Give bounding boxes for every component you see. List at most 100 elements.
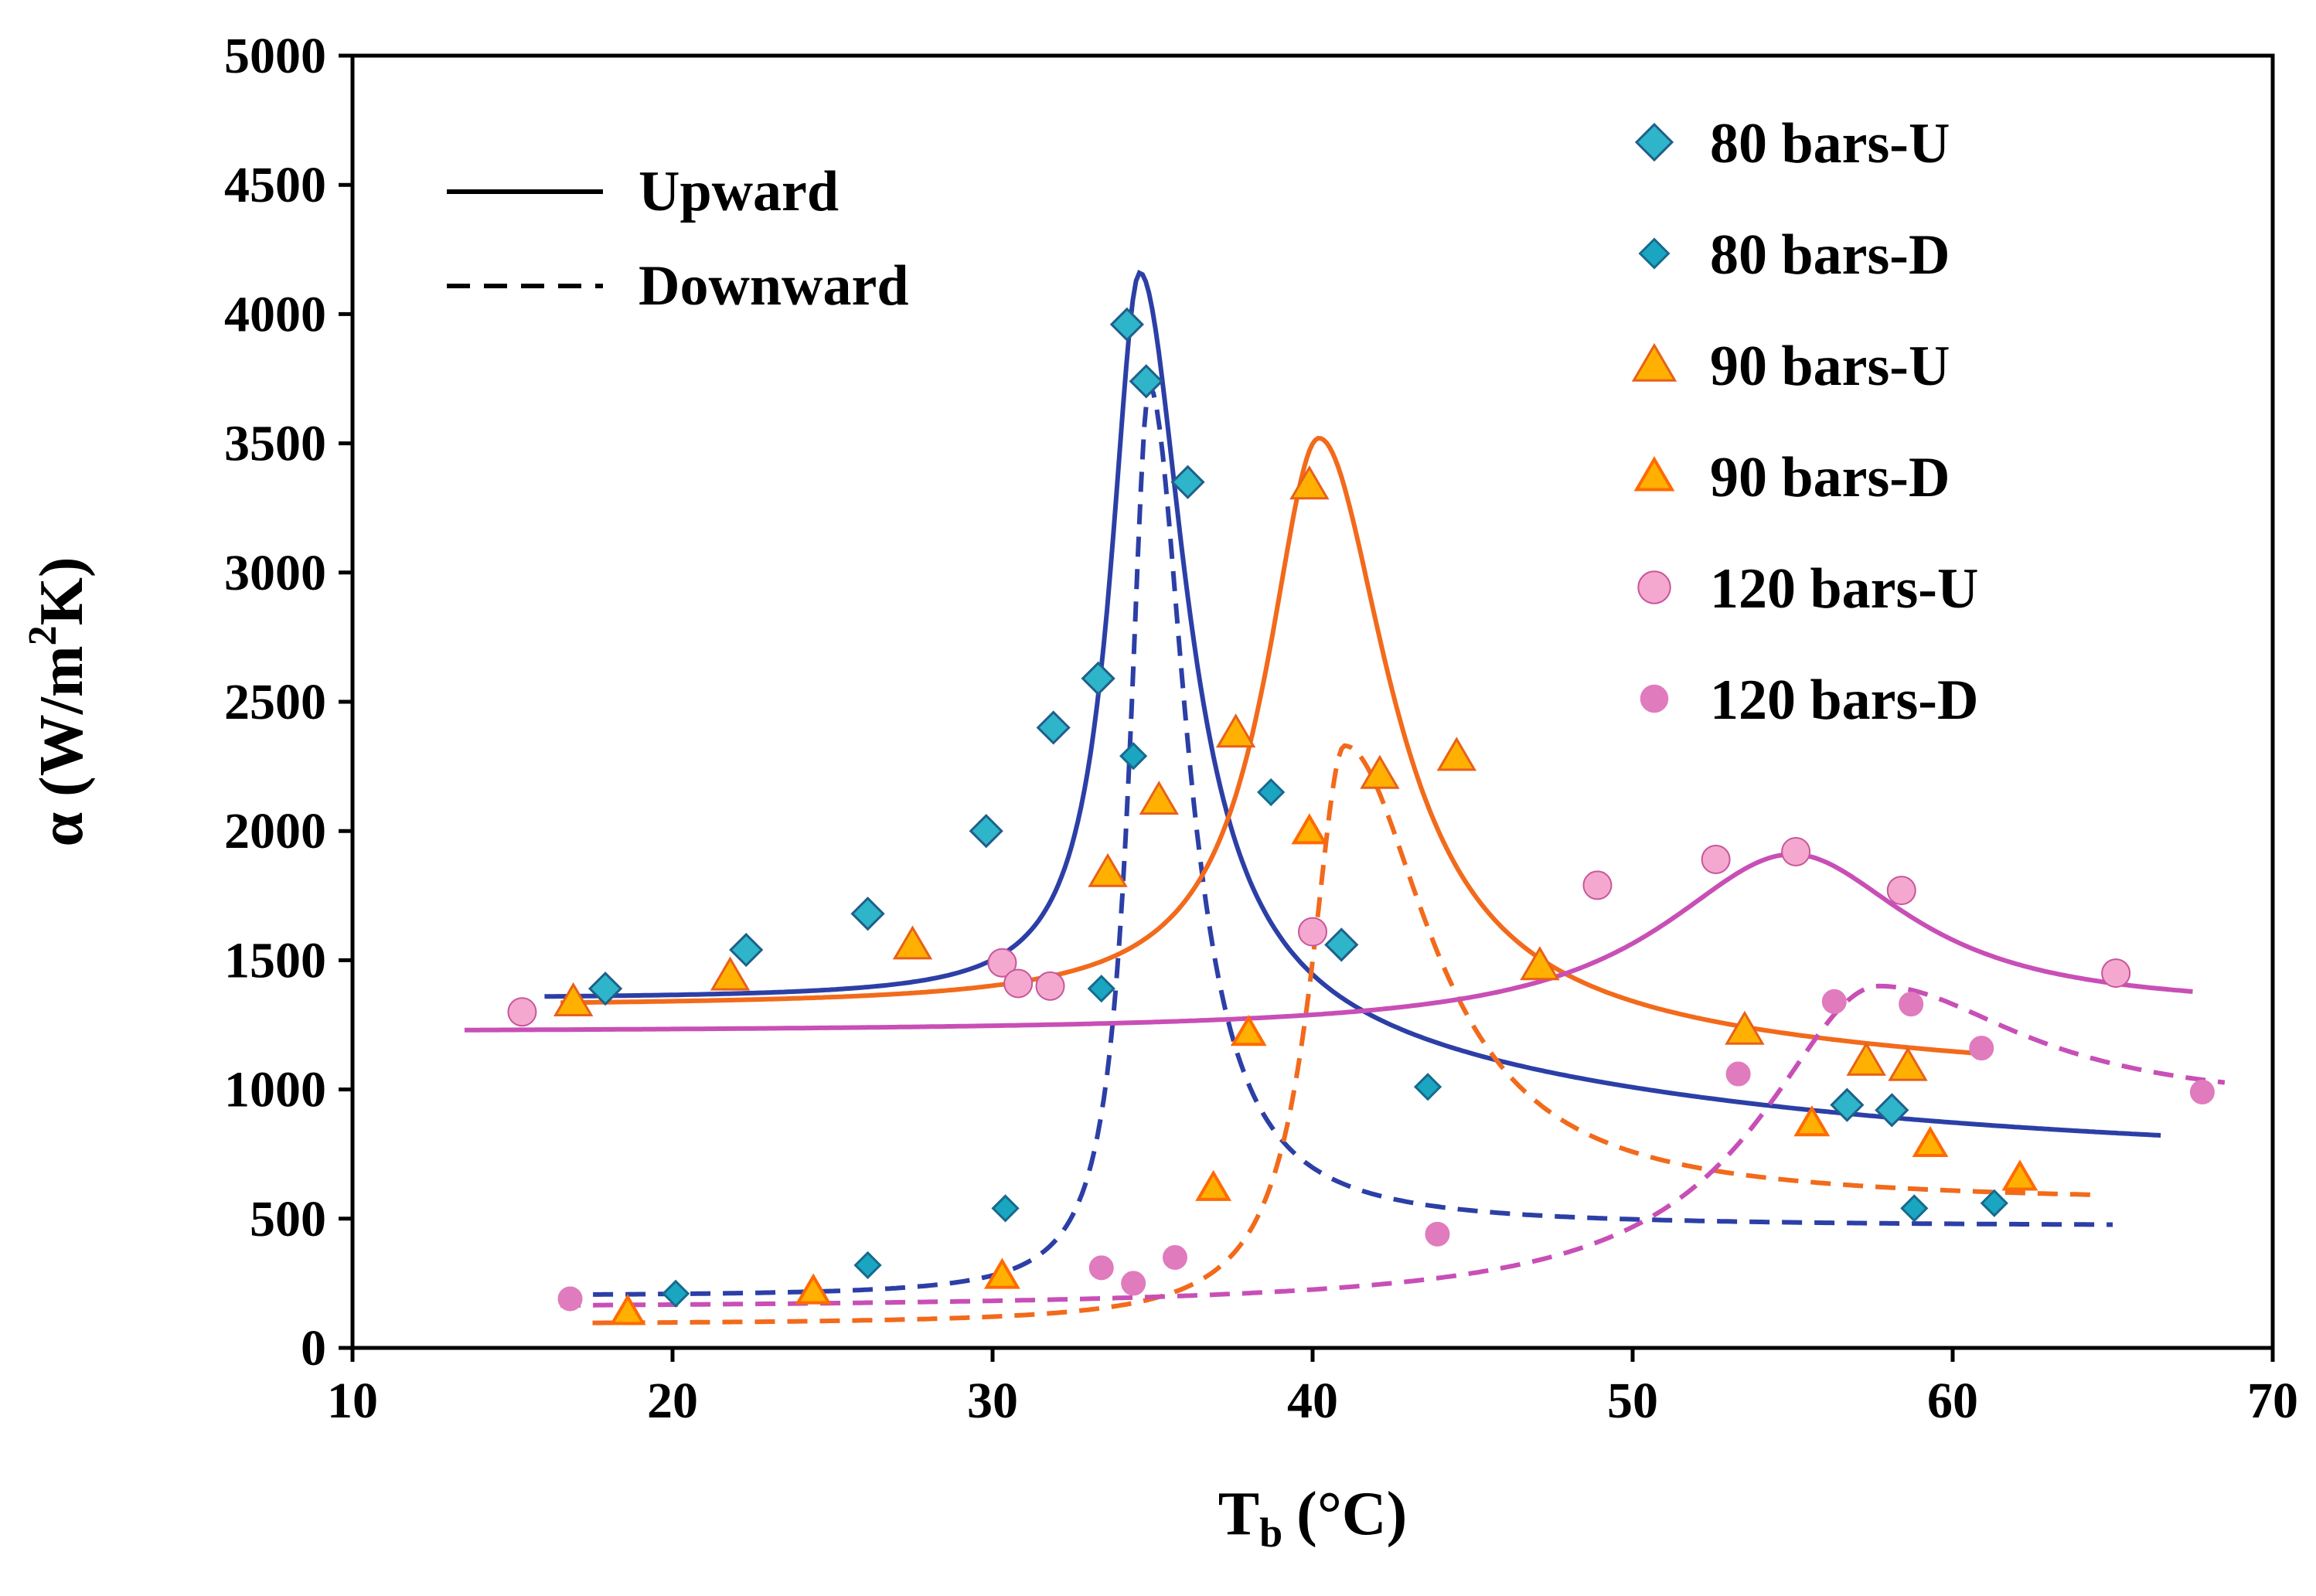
- y-tick-label: 3000: [224, 545, 326, 601]
- series-80-bars-U: [588, 307, 1909, 1128]
- axis-ticks-layer: 10 20 30 40 50 60 70 0 500 1000 1500 2000 2500 3000 35…: [224, 28, 2298, 1429]
- legend-label: 80 bars-U: [1710, 112, 1950, 175]
- data-point: [1821, 989, 1847, 1014]
- legend-marker: [1631, 342, 1677, 382]
- data-point: [1912, 1125, 1949, 1158]
- legend-label-solid: Upward: [639, 160, 839, 223]
- y-tick-label: 4500: [224, 157, 326, 213]
- data-point: [1900, 1194, 1929, 1223]
- data-point: [588, 972, 623, 1006]
- data-point: [507, 997, 537, 1027]
- y-axis-title-end: K): [28, 556, 96, 625]
- data-point: [1119, 742, 1148, 771]
- data-point: [1036, 710, 1071, 745]
- x-axis-title: Tb (°C): [1218, 1480, 1407, 1556]
- data-point: [710, 956, 751, 991]
- data-point: [1088, 1255, 1114, 1281]
- data-point: [1980, 1189, 2008, 1217]
- legend-label: 120 bars-U: [1710, 557, 1978, 621]
- y-tick-label: 5000: [224, 28, 326, 84]
- data-point: [1289, 465, 1330, 500]
- x-tick-label: 70: [2247, 1373, 2298, 1429]
- data-point: [1360, 754, 1400, 789]
- fit-curve-80-bars-downward-fit: [560, 381, 2113, 1298]
- data-point: [991, 1194, 1020, 1223]
- data-point: [1725, 1061, 1751, 1087]
- y-axis-title-superscript: 2: [21, 625, 65, 645]
- x-tick-label: 60: [1927, 1373, 1978, 1429]
- data-point: [850, 897, 885, 931]
- data-point: [1088, 852, 1128, 887]
- data-point: [1035, 971, 1065, 1001]
- legend-label: 90 bars-D: [1710, 446, 1950, 509]
- data-point: [1081, 661, 1115, 696]
- data-point: [1109, 307, 1145, 342]
- data-point: [1582, 870, 1613, 900]
- x-axis-title-main: T: [1218, 1480, 1259, 1548]
- x-tick-label: 30: [967, 1373, 1018, 1429]
- marker-legend: 80 bars-U 80 bars-D 90 bars-U 90 bars-D 120 …: [1631, 112, 1978, 732]
- data-point: [662, 1279, 690, 1308]
- data-point: [729, 932, 764, 968]
- plot-area-frame: [350, 53, 2275, 1350]
- data-point: [1162, 1244, 1187, 1270]
- data-point: [1170, 465, 1205, 499]
- x-axis-title-subscript: b: [1259, 1509, 1282, 1556]
- data-point: [1969, 1036, 1994, 1061]
- y-tick-label: 3500: [224, 416, 326, 472]
- data-point: [1830, 1087, 1865, 1122]
- legend-label: 120 bars-D: [1710, 669, 1978, 732]
- data-point: [2001, 1159, 2038, 1191]
- y-axis-title: α (W/m2K): [21, 556, 96, 846]
- y-axis-title-main: α (W/m: [28, 645, 96, 846]
- data-point: [1520, 946, 1560, 981]
- data-point: [1888, 1046, 1928, 1081]
- series-90-bars-U: [553, 465, 1928, 1081]
- legend-label: 90 bars-U: [1710, 335, 1950, 398]
- data-point: [1793, 1105, 1831, 1137]
- y-tick-label: 2500: [224, 674, 326, 730]
- data-point: [1425, 1221, 1450, 1247]
- data-points-layer: [507, 307, 2215, 1325]
- fit-curve-90-bars-upward-fit: [560, 435, 1985, 1057]
- data-point: [969, 814, 1003, 849]
- legend-marker: [1640, 684, 1669, 713]
- data-point: [795, 1273, 832, 1305]
- data-point: [1324, 927, 1359, 962]
- data-point: [2189, 1079, 2215, 1104]
- data-point: [1139, 781, 1179, 815]
- y-tick-label: 500: [250, 1191, 326, 1247]
- data-point: [1291, 813, 1328, 845]
- data-point: [987, 948, 1017, 978]
- data-point: [1121, 1271, 1146, 1296]
- series-80-bars-D: [662, 742, 2008, 1308]
- data-point: [1230, 1015, 1267, 1046]
- data-point: [1725, 1010, 1765, 1045]
- y-tick-label: 0: [301, 1320, 326, 1377]
- data-point: [1215, 713, 1256, 748]
- legend-marker: [1633, 456, 1675, 492]
- data-point: [1003, 968, 1034, 999]
- y-tick-label: 1000: [224, 1062, 326, 1118]
- data-point: [1195, 1169, 1232, 1201]
- legend-marker: [1638, 237, 1671, 270]
- series-120-bars-U: [507, 836, 2131, 1027]
- legend-label-dashed: Downward: [639, 254, 908, 318]
- x-tick-label: 10: [327, 1373, 378, 1429]
- data-point: [1298, 917, 1327, 947]
- data-point: [853, 1251, 882, 1280]
- data-point: [557, 1286, 583, 1312]
- x-axis-title-unit: (°C): [1296, 1480, 1407, 1548]
- x-tick-label: 50: [1607, 1373, 1658, 1429]
- data-point: [1846, 1041, 1886, 1076]
- y-tick-label: 2000: [224, 803, 326, 859]
- data-point: [1129, 364, 1163, 399]
- fit-curve-120-bars-downward-fit: [560, 983, 2226, 1308]
- data-point: [1899, 992, 1924, 1017]
- data-point: [2101, 958, 2131, 989]
- x-tick-label: 40: [1287, 1373, 1338, 1429]
- data-point: [1087, 975, 1115, 1003]
- line-style-legend: Upward Downward: [447, 160, 908, 318]
- legend-label: 80 bars-D: [1710, 223, 1950, 287]
